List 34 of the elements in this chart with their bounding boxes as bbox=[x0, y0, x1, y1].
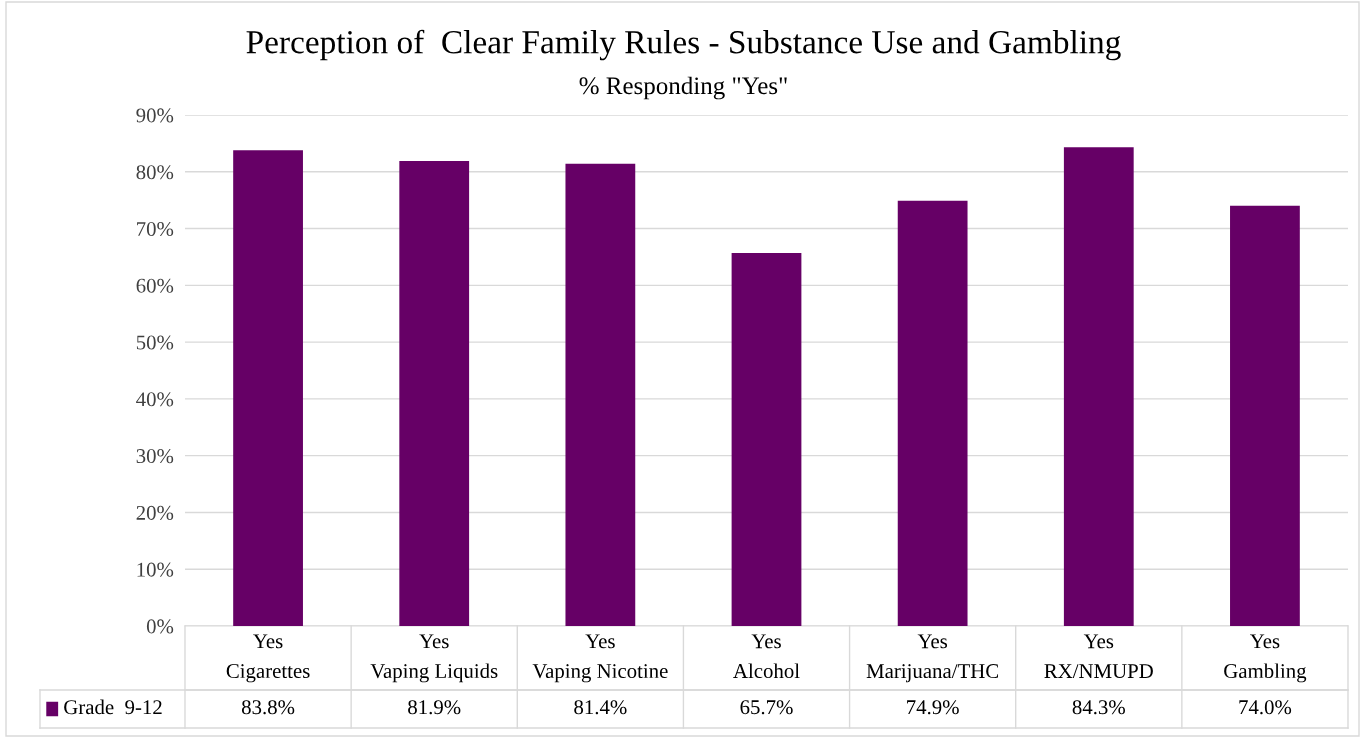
x-tick-label: Yes RX/NMUPD bbox=[1044, 634, 1153, 679]
data-label: 74.0% bbox=[1239, 700, 1292, 715]
data-label: 81.9% bbox=[408, 700, 461, 715]
data-label: 81.4% bbox=[574, 700, 627, 715]
y-tick-label: 0% bbox=[146, 619, 174, 634]
data-label: 84.3% bbox=[1072, 700, 1125, 715]
x-tick-label: Yes Alcohol bbox=[733, 634, 800, 679]
bar bbox=[897, 200, 968, 626]
bar bbox=[565, 163, 636, 626]
y-tick-label: 80% bbox=[136, 165, 174, 180]
x-tick-label: Yes Gambling bbox=[1224, 634, 1307, 683]
x-tick-label: Yes Cigarettes bbox=[226, 634, 310, 683]
legend-label: Grade 9-12 bbox=[64, 699, 162, 715]
chart-subtitle: % Responding "Yes" bbox=[579, 76, 787, 100]
y-tick-label: 10% bbox=[137, 562, 174, 577]
x-tick-label: Yes Vaping Liquids bbox=[370, 634, 498, 683]
y-tick-label: 20% bbox=[136, 505, 174, 520]
y-tick-label: 30% bbox=[136, 449, 174, 464]
chart-title: Perception of Clear Family Rules - Substance Use and Gambling bbox=[246, 29, 1121, 61]
x-tick-label: Yes Marijuana/THC bbox=[866, 634, 999, 683]
bar bbox=[1063, 147, 1134, 626]
data-label: 83.8% bbox=[241, 700, 295, 715]
x-tick-label: Yes Vaping Nicotine bbox=[532, 634, 668, 683]
bar bbox=[399, 160, 470, 626]
y-tick-label: 50% bbox=[136, 335, 174, 350]
data-label: 65.7% bbox=[740, 700, 793, 715]
data-label: 74.9% bbox=[907, 700, 959, 715]
bar bbox=[731, 252, 802, 626]
bar bbox=[233, 150, 303, 626]
bar bbox=[1230, 205, 1300, 626]
y-tick-label: 60% bbox=[136, 278, 174, 293]
y-tick-label: 70% bbox=[137, 221, 174, 237]
y-tick-label: 40% bbox=[136, 392, 174, 407]
y-tick-label: 90% bbox=[136, 108, 174, 123]
